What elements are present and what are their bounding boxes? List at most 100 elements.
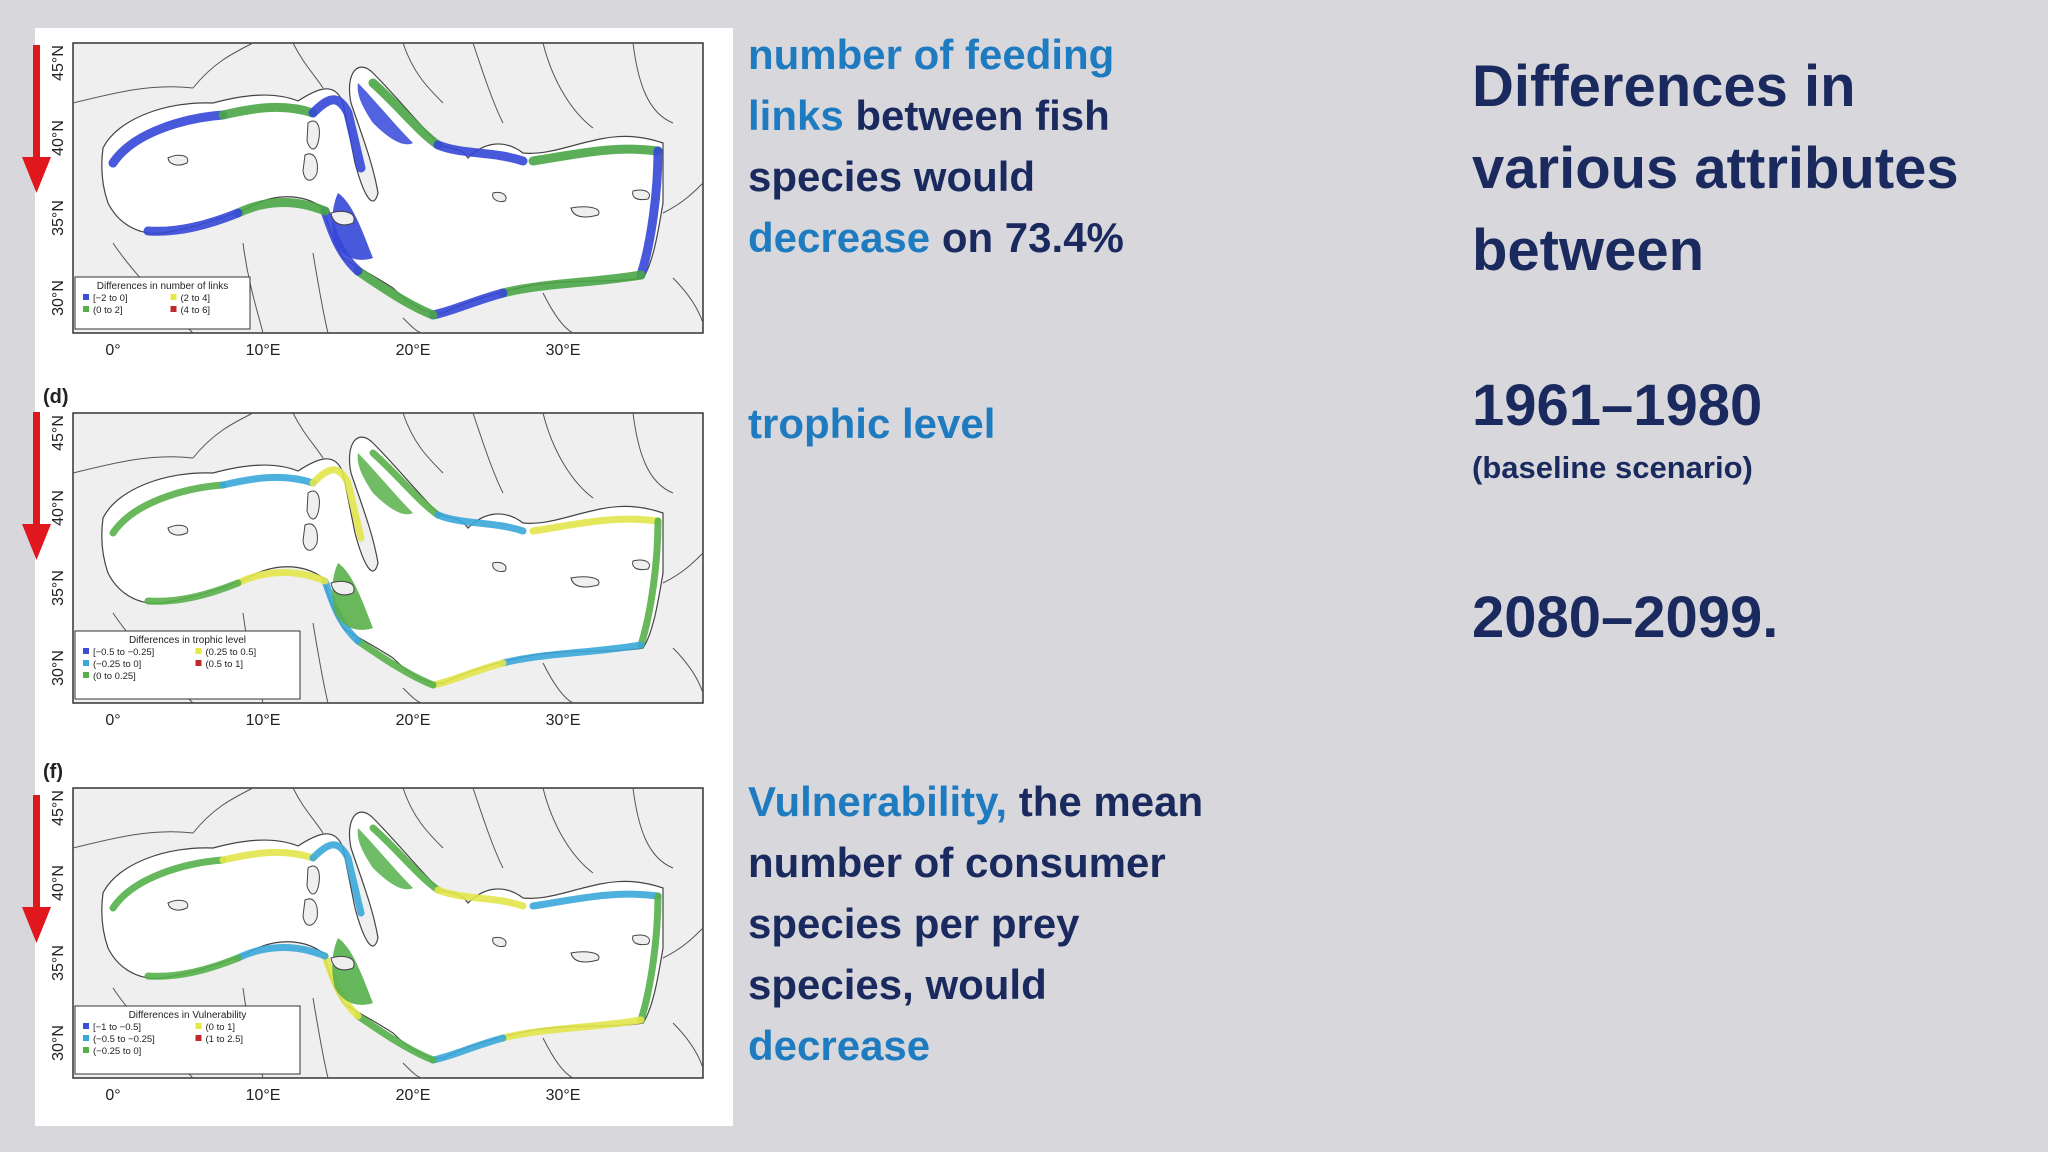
country-border: [312, 622, 329, 704]
coastal-difference-band: [144, 954, 242, 980]
longitude-label: 20°E: [396, 1087, 431, 1104]
coastal-difference-band: [428, 288, 508, 320]
shelf-patch: [332, 193, 373, 260]
island: [570, 576, 600, 588]
longitude-label: 30°E: [546, 712, 581, 729]
island: [492, 562, 507, 572]
legend-item: (−0.25 to 0]: [93, 1046, 141, 1057]
map-legend: Differences in number of links[−2 to 0](…: [74, 276, 251, 330]
figure-maps: 45°N 40°N 35°N 30°N 0° 10°E 20°E 30°E Difference…: [35, 28, 733, 1126]
coastal-difference-band: [529, 515, 662, 535]
country-border: [672, 647, 704, 694]
island: [330, 580, 355, 596]
down-arrow-icon: [22, 45, 51, 193]
island: [570, 206, 600, 218]
sea-area: [101, 436, 664, 684]
coastal-difference-band: [144, 579, 242, 605]
legend-item: (−0.25 to 0]: [93, 659, 141, 670]
coastal-difference-band: [234, 944, 329, 962]
coastal-difference-band: [528, 144, 663, 166]
country-border: [192, 787, 254, 834]
country-border: [402, 42, 444, 104]
island: [330, 210, 355, 226]
legend-swatch: [83, 1023, 89, 1029]
legend-item: (0.5 to 1]: [206, 659, 244, 670]
coastal-difference-band: [637, 517, 662, 649]
coastal-difference-band: [109, 856, 227, 912]
latitude-label: 40°N: [50, 865, 67, 901]
coastal-difference-band: [499, 641, 645, 667]
map-frame: 45°N 40°N 35°N 30°N 0° 10°E 20°E 30°E Difference…: [50, 42, 704, 359]
country-border: [542, 1037, 574, 1079]
shelf-patch: [332, 938, 373, 1005]
island: [167, 154, 189, 166]
body-text: the mean: [1007, 778, 1204, 825]
island: [167, 524, 189, 536]
latitude-label: 35°N: [50, 570, 67, 606]
legend-swatch: [83, 1047, 89, 1053]
country-border: [472, 412, 504, 494]
legend-swatch: [195, 648, 202, 654]
coastal-difference-band: [353, 266, 438, 320]
sea-area: [101, 66, 664, 314]
period-baseline: 1961–1980: [1472, 373, 1763, 438]
coastal-difference-band: [637, 892, 662, 1024]
coastal-difference-band: [108, 110, 228, 168]
country-border: [402, 317, 424, 334]
country-border: [662, 182, 704, 214]
panel-letter: (d): [43, 386, 69, 408]
map-panel-links: 45°N 40°N 35°N 30°N 0° 10°E 20°E 30°E Difference…: [35, 28, 733, 373]
latitude-label: 40°N: [50, 120, 67, 156]
coastal-difference-band: [636, 146, 663, 280]
country-border: [72, 456, 194, 474]
legend-swatch: [83, 306, 89, 312]
legend-swatch: [170, 306, 177, 312]
highlight-text: links: [748, 92, 844, 139]
coastal-difference-band: [433, 140, 528, 166]
coastal-difference-band: [309, 466, 365, 542]
island: [306, 120, 320, 150]
sea-area: [101, 811, 664, 1059]
map-legend: Differences in trophic level[−0.5 to −0.…: [74, 630, 301, 700]
title-line: between: [1472, 218, 1705, 283]
adriatic-patch: [357, 83, 413, 145]
country-border: [632, 412, 674, 494]
country-border: [402, 787, 444, 849]
legend-swatch: [83, 648, 89, 654]
legend-title: Differences in Vulnerability: [129, 1010, 247, 1021]
body-text: species per prey: [748, 900, 1080, 947]
country-border: [402, 1062, 424, 1079]
country-border: [672, 1022, 704, 1069]
coastal-difference-band: [143, 208, 243, 236]
legend-box: [74, 276, 251, 330]
island: [306, 490, 320, 520]
map-panel-trophic: (d) 45°N 40°N 35°N 30°N 0° 10°E 20°E 30°E Differe…: [35, 373, 733, 748]
country-border: [632, 787, 674, 869]
country-border: [402, 687, 424, 704]
adriatic-patch: [357, 828, 413, 890]
island: [632, 189, 650, 201]
country-border: [672, 277, 704, 324]
title-line: Differences in: [1472, 54, 1856, 119]
coastal-difference-band: [219, 473, 317, 489]
country-border: [542, 292, 574, 334]
country-border: [542, 787, 594, 874]
country-border: [292, 412, 324, 459]
longitude-label: 10°E: [246, 712, 281, 729]
period-baseline-note: (baseline scenario): [1472, 450, 1753, 485]
longitude-label: 0°: [105, 1087, 120, 1104]
coastal-difference-band: [309, 841, 365, 917]
country-border: [292, 42, 324, 89]
longitude-label: 20°E: [396, 712, 431, 729]
highlight-text: Vulnerability,: [748, 778, 1008, 825]
legend-item: (4 to 6]: [181, 305, 211, 316]
legend-item: (0 to 2]: [93, 305, 123, 316]
body-text: species, would: [748, 961, 1047, 1008]
country-border: [542, 412, 594, 499]
island: [632, 934, 650, 946]
country-border: [542, 662, 574, 704]
coastal-difference-band: [499, 1016, 645, 1042]
legend-title: Differences in number of links: [97, 281, 229, 292]
legend-swatch: [83, 672, 89, 678]
text-feeding-links: number of feeding links between fish spe…: [748, 24, 1124, 268]
